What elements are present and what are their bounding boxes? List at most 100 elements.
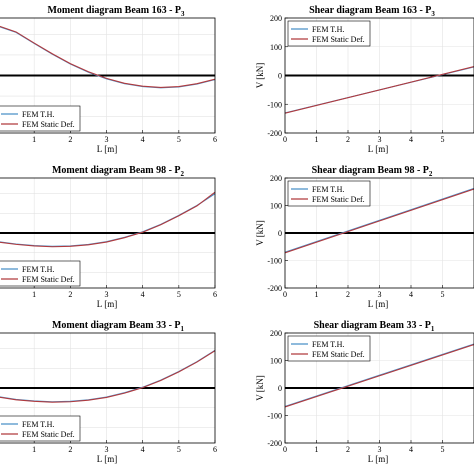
x-tick-label: 3: [378, 445, 382, 454]
x-tick-label: 3: [378, 135, 382, 144]
x-tick-label: 3: [105, 445, 109, 454]
chart-title-main: Moment diagram Beam 98 - P: [52, 165, 181, 176]
legend-label: FEM T.H.: [312, 185, 344, 194]
legend: FEM T.H.FEM Static Def.: [287, 20, 371, 47]
series-line-fem-th: [0, 193, 215, 247]
x-tick-label: 2: [68, 445, 72, 454]
x-tick-label: 0: [283, 290, 287, 299]
chart-title-main: Shear diagram Beam 98 - P: [312, 165, 429, 176]
series-line-fem-static-def: [285, 344, 474, 408]
x-tick-label: 1: [315, 445, 319, 454]
y-axis-label: V [kN]: [255, 375, 265, 401]
chart-title-main: Shear diagram Beam 33 - P: [314, 320, 431, 331]
y-tick-label: 100: [270, 43, 282, 52]
legend-label: FEM T.H.: [22, 110, 54, 119]
legend-box: [287, 20, 371, 47]
series-line-fem-static-def: [285, 188, 474, 254]
chart-title-subscript: 1: [181, 325, 185, 333]
chart-title: Shear diagram Beam 98 - P2: [312, 165, 433, 178]
y-tick-label: 100: [270, 357, 282, 366]
chart-title-subscript: 3: [431, 10, 435, 18]
chart-m98: Moment diagram Beam 98 - P21 2 3 4 5 6L [m]FE…: [0, 165, 217, 309]
chart-title: Shear diagram Beam 33 - P1: [314, 320, 435, 333]
x-tick-label: 5: [177, 445, 181, 454]
series-line-fem-static-def: [0, 191, 215, 248]
x-axis-label: L [m]: [97, 299, 117, 309]
y-tick-label: -200: [267, 439, 282, 448]
x-tick-label: 1: [315, 135, 319, 144]
x-tick-label: 3: [378, 290, 382, 299]
y-tick-label: 200: [270, 14, 282, 23]
y-tick-label: 0: [278, 72, 282, 81]
series-line-fem-static-def: [0, 350, 215, 403]
legend-box: [287, 180, 371, 207]
y-tick-label: -200: [267, 129, 282, 138]
x-tick-label: 4: [409, 290, 413, 299]
chart-title-subscript: 1: [431, 325, 435, 333]
series-line-fem-static-def: [285, 66, 474, 114]
y-tick-label: -200: [267, 284, 282, 293]
legend-label: FEM T.H.: [22, 265, 54, 274]
legend-label: FEM T.H.: [312, 340, 344, 349]
legend-label: FEM Static Def.: [22, 430, 75, 439]
series-line-fem-th: [0, 349, 215, 403]
legend-label: FEM Static Def.: [312, 195, 365, 204]
x-tick-label: 2: [346, 445, 350, 454]
legend-label: FEM Static Def.: [22, 275, 75, 284]
chart-v163: Shear diagram Beam 163 - P30 1 2 3 4 5-200-10…: [255, 5, 474, 154]
chart-title-subscript: 2: [181, 170, 185, 178]
x-tick-label: 5: [177, 135, 181, 144]
x-tick-label: 6: [213, 445, 217, 454]
chart-title-subscript: 2: [429, 170, 433, 178]
legend-label: FEM Static Def.: [312, 35, 365, 44]
chart-title-main: Moment diagram Beam 163 - P: [47, 5, 181, 16]
legend-label: FEM T.H.: [312, 25, 344, 34]
x-tick-label: 2: [346, 290, 350, 299]
chart-title: Moment diagram Beam 33 - P1: [52, 320, 185, 333]
legend-box: [287, 335, 371, 362]
x-tick-label: 5: [441, 445, 445, 454]
legend: FEM T.H.FEM Static Def.: [0, 105, 81, 132]
x-axis-label: L [m]: [97, 144, 117, 154]
y-tick-label: 0: [278, 384, 282, 393]
y-tick-label: 200: [270, 174, 282, 183]
legend-box: [0, 415, 81, 442]
x-axis-label: L [m]: [97, 454, 117, 464]
legend: FEM T.H.FEM Static Def.: [0, 415, 81, 442]
chart-title: Moment diagram Beam 98 - P2: [52, 165, 185, 178]
chart-v98: Shear diagram Beam 98 - P20 1 2 3 4 5-200-100…: [255, 165, 474, 309]
chart-m33: Moment diagram Beam 33 - P11 2 3 4 5 6L [m]FE…: [0, 320, 217, 464]
x-axis-label: L [m]: [368, 144, 388, 154]
x-axis-label: L [m]: [368, 299, 388, 309]
x-tick-label: 5: [177, 290, 181, 299]
legend: FEM T.H.FEM Static Def.: [287, 335, 371, 362]
x-tick-label: 3: [105, 135, 109, 144]
x-tick-label: 4: [409, 445, 413, 454]
y-tick-label: -100: [267, 100, 282, 109]
legend-box: [0, 260, 81, 287]
chart-title: Shear diagram Beam 163 - P3: [309, 5, 435, 18]
y-tick-label: -100: [267, 412, 282, 421]
chart-v33: Shear diagram Beam 33 - P10 1 2 3 4 5-200-100…: [255, 320, 474, 464]
x-tick-label: 4: [141, 290, 145, 299]
x-tick-label: 1: [32, 135, 36, 144]
legend-label: FEM Static Def.: [22, 120, 75, 129]
x-tick-label: 1: [32, 445, 36, 454]
x-tick-label: 5: [441, 290, 445, 299]
x-tick-label: 0: [283, 445, 287, 454]
legend-box: [0, 105, 81, 132]
chart-title: Moment diagram Beam 163 - P3: [47, 5, 185, 18]
x-axis-label: L [m]: [368, 454, 388, 464]
x-tick-label: 6: [213, 290, 217, 299]
x-tick-label: 3: [105, 290, 109, 299]
x-tick-label: 1: [32, 290, 36, 299]
x-tick-label: 5: [441, 135, 445, 144]
legend: FEM T.H.FEM Static Def.: [287, 180, 371, 207]
x-tick-label: 2: [346, 135, 350, 144]
legend: FEM T.H.FEM Static Def.: [0, 260, 81, 287]
chart-title-main: Moment diagram Beam 33 - P: [52, 320, 181, 331]
x-tick-label: 2: [68, 290, 72, 299]
series-line-fem-static-def: [0, 25, 215, 88]
